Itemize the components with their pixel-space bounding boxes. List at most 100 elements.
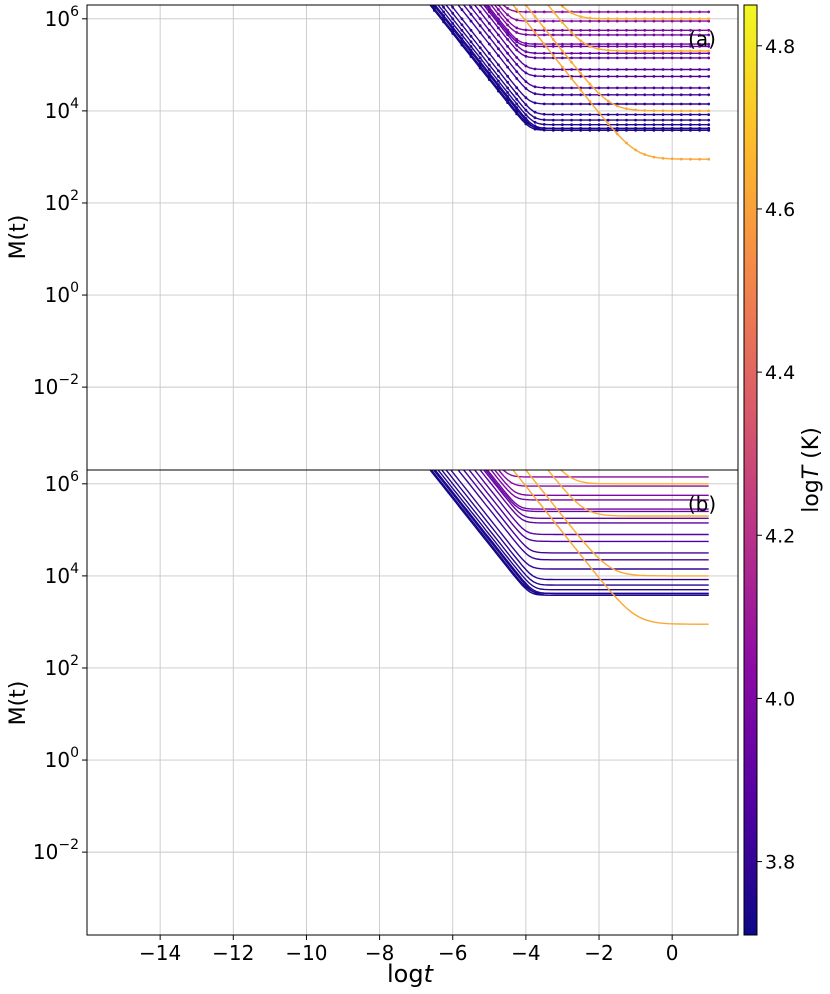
- series-marker: [551, 19, 555, 23]
- y-tick-label: 100: [45, 745, 79, 772]
- series-marker: [606, 99, 610, 103]
- series-marker: [597, 51, 601, 55]
- series-marker: [533, 56, 537, 60]
- series-marker: [698, 102, 701, 106]
- x-tick: 0: [666, 935, 679, 965]
- series-line: [437, 470, 709, 591]
- series-path: [457, 470, 709, 561]
- series-marker: [597, 10, 601, 14]
- series-marker: [615, 102, 619, 106]
- series-marker: [433, 0, 436, 2]
- series-marker: [597, 33, 601, 37]
- series-marker: [689, 28, 692, 32]
- series-marker: [689, 1, 692, 4]
- series-marker: [652, 68, 656, 71]
- colorbar-tick: 4.0: [757, 688, 795, 710]
- series-marker: [597, 75, 601, 78]
- series-marker: [634, 56, 637, 60]
- series-path: [445, 5, 709, 116]
- series-marker: [588, 33, 592, 37]
- series-path: [482, 470, 709, 519]
- series-line: [468, 470, 709, 543]
- series-marker: [606, 33, 610, 37]
- series-marker: [478, 51, 482, 55]
- series-marker: [561, 86, 564, 90]
- series-marker: [606, 28, 610, 32]
- x-tick-label: −10: [285, 941, 327, 965]
- series-marker: [643, 56, 647, 60]
- series-marker: [634, 108, 637, 112]
- series-marker: [497, 47, 500, 51]
- series-marker: [625, 68, 628, 71]
- panel-b-ylabel: M(t): [6, 681, 31, 726]
- series-marker: [570, 1, 573, 4]
- series-marker: [670, 33, 674, 37]
- colorbar-tick-label: 4.2: [765, 525, 795, 547]
- series-line: [450, 5, 711, 106]
- series-marker: [661, 17, 665, 21]
- series-marker: [497, 69, 500, 73]
- colorbar-tick: 4.4: [757, 362, 795, 384]
- series-marker: [625, 86, 628, 90]
- series-marker: [679, 113, 683, 116]
- series-path: [484, 470, 709, 513]
- series-marker: [615, 45, 619, 48]
- series-marker: [497, 54, 500, 57]
- series-marker: [588, 93, 592, 97]
- series-marker: [524, 33, 528, 36]
- series-marker: [643, 51, 647, 55]
- colorbar-tick: 4.8: [757, 36, 795, 58]
- series-marker: [652, 102, 656, 106]
- series-marker: [661, 156, 665, 160]
- series-path: [440, 470, 709, 586]
- series-marker: [551, 102, 555, 106]
- x-tick: −4: [511, 935, 541, 965]
- series-marker: [551, 68, 555, 71]
- series-path: [497, 5, 709, 22]
- series-marker: [634, 1, 637, 4]
- x-tick-label: 0: [666, 941, 679, 965]
- series-marker: [579, 10, 583, 14]
- series-marker: [487, 63, 491, 67]
- series-marker: [643, 68, 647, 71]
- x-axis-label: logt: [387, 960, 435, 988]
- series-marker: [689, 51, 692, 55]
- series-marker: [579, 51, 583, 55]
- series-marker: [533, 15, 537, 18]
- series-marker: [634, 113, 637, 116]
- series-marker: [534, 1, 537, 4]
- series-marker: [615, 10, 619, 14]
- series-marker: [588, 86, 592, 90]
- series-marker: [506, 65, 509, 69]
- series-marker: [478, 40, 482, 44]
- series-marker: [643, 45, 647, 48]
- series-marker: [515, 48, 519, 52]
- colorbar-tick-label: 4.8: [765, 36, 795, 58]
- series-marker: [643, 42, 647, 46]
- series-marker: [561, 33, 564, 37]
- colorbar-tick-label: 4.6: [765, 199, 795, 221]
- series-marker: [561, 123, 564, 127]
- series-marker: [515, 92, 519, 96]
- series-marker: [506, 13, 509, 17]
- series-line: [462, 5, 711, 90]
- series-marker: [497, 79, 500, 83]
- series-marker: [597, 123, 601, 127]
- series-marker: [625, 19, 628, 23]
- series-marker: [643, 86, 647, 90]
- series-marker: [615, 123, 619, 127]
- series-marker: [652, 75, 656, 78]
- series-marker: [570, 118, 573, 122]
- series-marker: [679, 49, 683, 53]
- y-tick-label: 102: [45, 188, 79, 215]
- series-marker: [570, 123, 573, 127]
- series-path: [434, 5, 709, 130]
- series-line: [434, 470, 709, 595]
- series-marker: [661, 10, 665, 14]
- series-marker: [579, 113, 583, 116]
- series-line: [524, 5, 711, 113]
- series-marker: [570, 77, 573, 80]
- series-marker: [487, 35, 491, 39]
- series-marker: [533, 85, 537, 89]
- series-path: [490, 470, 709, 501]
